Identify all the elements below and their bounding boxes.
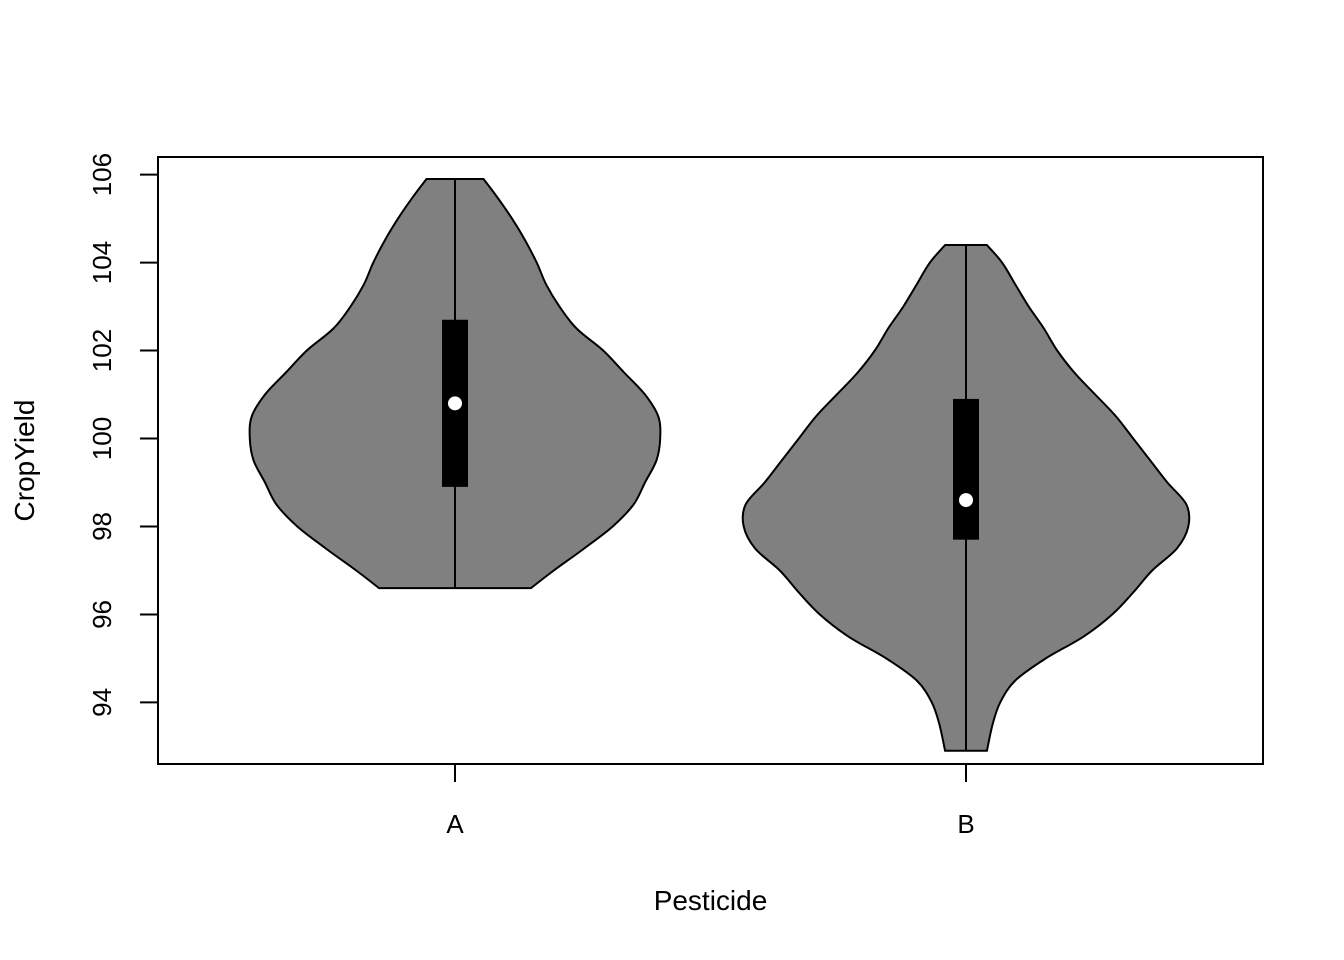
x-tick-label-B: B: [957, 809, 974, 839]
y-tick-label-106: 106: [87, 153, 117, 196]
y-tick-label-102: 102: [87, 329, 117, 372]
x-tick-label-A: A: [446, 809, 464, 839]
y-axis-title: CropYield: [9, 400, 40, 522]
y-axis: 94 96 98 100 102 104 106: [87, 153, 159, 717]
median-point-A: [448, 396, 462, 411]
y-tick-label-98: 98: [87, 512, 117, 541]
y-tick-label-94: 94: [87, 688, 117, 717]
iqr-box-B: [953, 398, 979, 540]
x-axis-title: Pesticide: [654, 885, 768, 916]
violins-layer: [248, 178, 1191, 752]
y-tick-label-104: 104: [87, 241, 117, 284]
y-tick-label-96: 96: [87, 600, 117, 629]
y-tick-label-100: 100: [87, 417, 117, 460]
median-point-B: [959, 493, 973, 508]
